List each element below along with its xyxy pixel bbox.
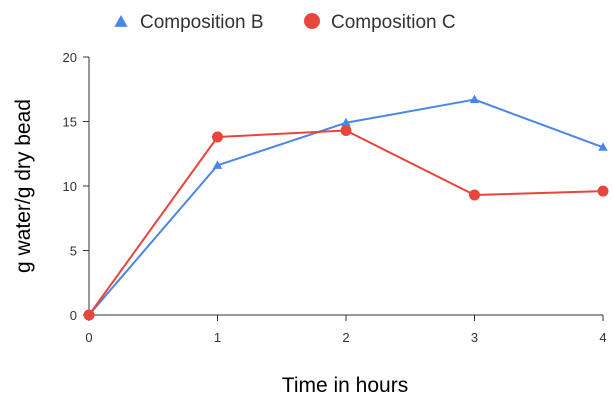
y-tick-label: 15 — [63, 115, 77, 130]
legend-marker-composition-c — [304, 13, 320, 29]
y-tick-label: 5 — [70, 244, 77, 259]
data-point-composition-c — [340, 125, 352, 137]
legend: Composition B Composition C — [114, 12, 456, 33]
series-line-composition-c — [88, 129, 604, 316]
x-tick-label: 3 — [471, 330, 478, 345]
data-point-composition-b — [469, 94, 480, 104]
x-tick-label: 1 — [214, 330, 221, 345]
y-tick-label: 10 — [63, 179, 77, 194]
data-point-composition-c — [597, 185, 609, 197]
data-point-composition-c — [469, 189, 480, 201]
y-tick-label: 20 — [63, 50, 77, 65]
legend-label-composition-c: Composition C — [331, 12, 456, 33]
series-layer — [83, 94, 609, 321]
y-axis-title: g water/g dry bead — [12, 99, 35, 273]
legend-label-composition-b: Composition B — [140, 12, 264, 33]
x-tick-label: 4 — [599, 330, 606, 345]
data-point-composition-b — [341, 117, 351, 127]
legend-marker-composition-b — [114, 15, 128, 27]
x-tick-label: 0 — [85, 330, 92, 345]
data-point-composition-c — [212, 131, 223, 143]
data-point-composition-c — [83, 309, 95, 321]
x-tick-label: 2 — [342, 330, 349, 345]
data-point-composition-b — [212, 160, 223, 169]
data-point-composition-b — [598, 142, 608, 151]
y-tick-label: 0 — [70, 308, 77, 323]
axes: 0 5 10 15 20 0 1 2 3 4 — [63, 50, 607, 345]
x-axis-title: Time in hours — [282, 374, 408, 397]
